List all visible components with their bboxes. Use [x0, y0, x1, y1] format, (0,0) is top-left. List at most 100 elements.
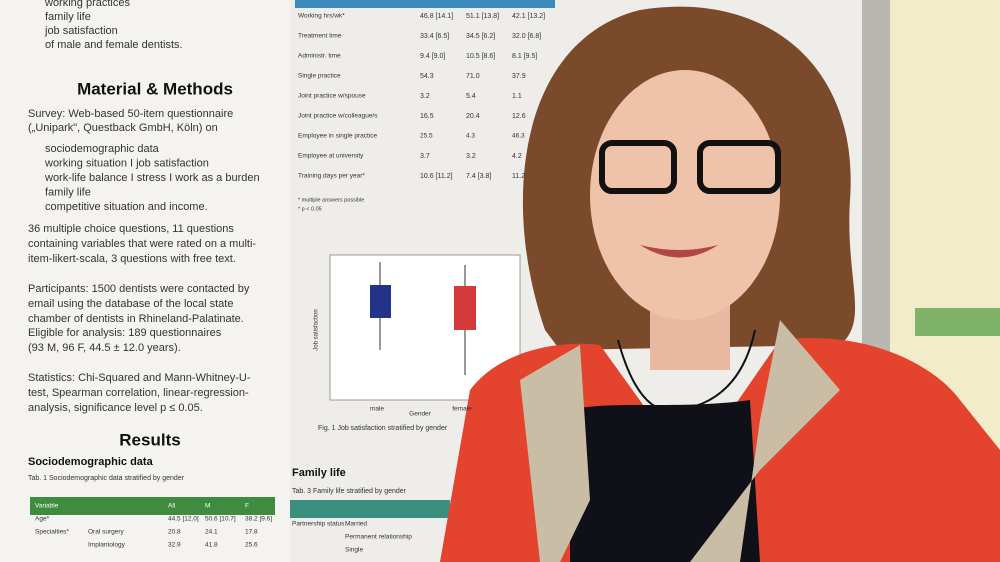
poster-text: 37.9	[512, 73, 526, 80]
poster-text: 4.2	[512, 153, 522, 160]
poster-text: Employee in single practice	[298, 133, 378, 140]
poster-text: 9.4 [9.0]	[420, 53, 445, 60]
poster-text: test, Spearman correlation, linear-regre…	[28, 387, 249, 399]
poster-text: 24.1	[205, 529, 218, 536]
poster-text: 7.4 [3.8]	[466, 173, 491, 180]
poster-text: 46.8 [14.1]	[420, 13, 453, 20]
poster-text: Working hrs/wk*	[298, 13, 345, 20]
poster-text: 10.6 [11.2]	[420, 173, 453, 180]
poster-text: containing variables that were rated on …	[28, 238, 256, 250]
fringe	[590, 47, 790, 150]
lapel	[690, 320, 840, 562]
table-header	[295, 0, 555, 8]
poster-text: 3.2	[466, 153, 476, 160]
poster-text: job satisfaction	[44, 25, 118, 37]
poster-text: 34.5 [6.2]	[466, 33, 495, 40]
green-box	[915, 308, 1000, 336]
poster-text: Sociodemographic data	[28, 456, 154, 468]
box	[370, 285, 391, 318]
poster-text: email using the database of the local st…	[28, 298, 233, 310]
poster-text: working situation I job satisfaction	[44, 157, 209, 169]
poster-text: Employee at university	[298, 153, 364, 160]
poster-text: 33.4 [6.5]	[420, 33, 449, 40]
lapel	[520, 345, 590, 562]
poster-text: Variable	[35, 503, 59, 510]
poster-text: Statistics: Chi-Squared and Mann-Whitney…	[28, 372, 251, 384]
poster-text: Tab. 1 Sociodemographic data stratified …	[28, 475, 185, 482]
poster-text: Single	[345, 547, 363, 554]
poster-text: 20.8	[168, 529, 181, 536]
poster-text: of male and female dentists.	[45, 39, 183, 51]
poster-text: male	[370, 406, 384, 413]
poster-text: All	[168, 503, 176, 510]
poster-text: female	[452, 406, 472, 413]
face	[590, 70, 780, 320]
poster-text: 41.8	[205, 542, 218, 549]
poster-text: 25.5	[420, 133, 433, 140]
poster-text: Specialties*	[35, 529, 69, 536]
poster-text: item-likert-scala, 3 questions with free…	[28, 253, 236, 265]
poster-text: Oral surgery	[88, 529, 125, 536]
poster-left	[0, 0, 290, 562]
poster-text: Gender	[409, 411, 432, 418]
poster-text: („Unipark", Questback GmbH, Köln) on	[28, 122, 218, 134]
poster-text: competitive situation and income.	[45, 201, 208, 213]
poster-text: 12.6	[512, 113, 526, 120]
poster-text: Single practice	[298, 73, 341, 80]
poster-text: Permanent relationship	[345, 534, 412, 541]
poster-text: 54.3	[420, 73, 434, 80]
poster-text: Job satisfaction	[314, 309, 320, 350]
poster-text: Age*	[35, 516, 50, 523]
poster-text: 1.1	[512, 93, 522, 100]
poster-text: 51.1 [13.8]	[466, 13, 499, 20]
poster-text: 10.5 [8.6]	[466, 53, 495, 60]
poster-text: chamber of dentists in Rhineland-Palatin…	[28, 313, 244, 325]
poster-text: (93 M, 96 F, 44.5 ± 12.0 years).	[28, 342, 181, 354]
poster-text: Material & Methods	[77, 79, 233, 98]
poster-text: Training days per year*	[298, 173, 365, 180]
poster-text: 32.9	[168, 542, 181, 549]
poster-text: 44.5 [12.0]	[168, 516, 199, 523]
poster-text: Family life	[292, 467, 346, 479]
poster-text: * multiple answers possible	[298, 197, 364, 203]
top	[570, 400, 760, 562]
poster-text: working practices	[44, 0, 130, 9]
poster-text: 38.2 [9.6]	[245, 516, 272, 523]
poster-text: 25.6	[245, 542, 258, 549]
poster-text: Joint practice w/spouse	[298, 93, 366, 100]
poster-text: 4.3	[466, 133, 475, 140]
poster-text: 50.6 [10.7]	[205, 516, 236, 523]
poster-text: Implantology	[88, 542, 126, 549]
box	[454, 286, 476, 330]
poster-text: sociodemographic data	[45, 143, 160, 155]
poster-text: Results	[119, 430, 180, 449]
table-header	[290, 500, 450, 518]
poster-text: Eligible for analysis: 189 questionnaire…	[28, 327, 222, 339]
poster-text: F	[245, 503, 249, 510]
poster-text: family life	[45, 11, 91, 23]
necklace	[617, 329, 756, 413]
table-header	[30, 497, 275, 515]
poster-text: 20.4	[466, 113, 480, 120]
poster-text: 16.5	[420, 113, 434, 120]
poster-text: 17.8	[245, 529, 258, 536]
poster-text: Participants: 1500 dentists were contact…	[28, 283, 250, 295]
poster-text: Joint practice w/colleague/s	[298, 113, 378, 120]
mouth	[640, 245, 718, 258]
poster-text: 71.0	[466, 73, 480, 80]
poster-text: 36 multiple choice questions, 11 questio…	[28, 223, 234, 235]
poster-text: Treatment time	[298, 33, 342, 40]
poster-text: 8.1 [9.5]	[512, 53, 537, 60]
poster-text: 3.7	[420, 153, 430, 160]
poster-text: 42.1 [13.2]	[512, 13, 545, 20]
poster-text: Married	[345, 521, 367, 528]
poster-text: M	[205, 503, 210, 510]
glasses	[697, 140, 781, 194]
poster-text: family life	[45, 186, 91, 198]
poster-text: 46.3	[512, 133, 525, 140]
poster-text: 3.2	[420, 93, 430, 100]
poster-text: 5.4	[466, 93, 476, 100]
poster-text: working practices family life job satisfac…	[28, 0, 545, 554]
poster-text: 11.2	[512, 173, 525, 180]
